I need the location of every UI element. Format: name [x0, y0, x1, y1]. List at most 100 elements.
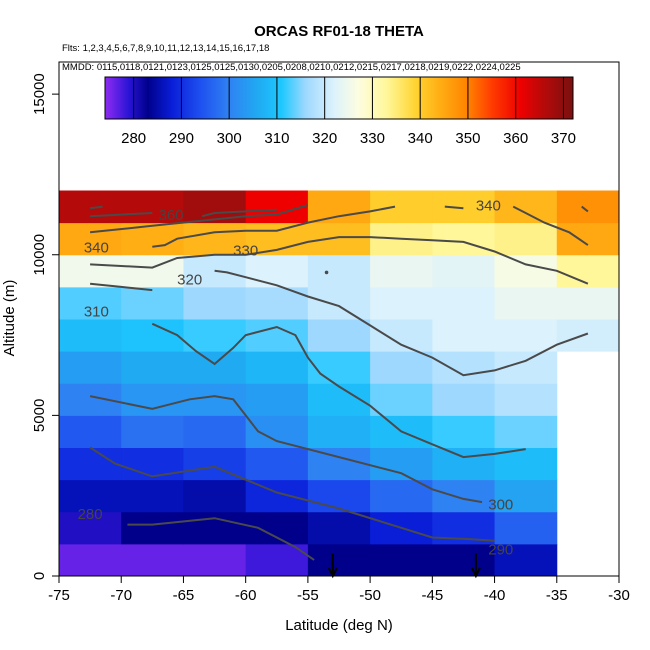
contour-line-280	[127, 517, 315, 561]
heatmap-cells	[59, 190, 620, 577]
contour-dot	[324, 270, 329, 275]
y-tick-label: 15000	[31, 73, 48, 115]
heatmap-cell	[494, 319, 558, 352]
heatmap-cell	[307, 222, 371, 256]
heatmap-cell	[59, 447, 122, 481]
heatmap-cell	[121, 286, 184, 320]
heatmap-cell	[183, 222, 247, 256]
heatmap-cell	[245, 383, 309, 416]
heatmap-cell	[494, 286, 558, 320]
heatmap-cell	[556, 222, 620, 256]
heatmap-cell	[432, 479, 496, 513]
heatmap-cell	[59, 319, 122, 352]
x-tick-label: -40	[484, 587, 506, 604]
colorbar-tick-label: 360	[503, 130, 528, 147]
contour-label: 320	[177, 271, 202, 288]
heatmap-cell	[245, 479, 309, 513]
x-tick-label: -60	[235, 587, 257, 604]
heatmap-cell	[183, 190, 247, 224]
contour-line-360	[89, 205, 103, 210]
heatmap-cell	[59, 286, 122, 320]
contour-line-320	[89, 282, 153, 292]
colorbar-tick-label: 340	[408, 130, 433, 147]
heatmap-cell	[121, 511, 184, 545]
heatmap-cell	[59, 254, 122, 288]
contour-line-300	[151, 322, 526, 459]
heatmap-cell	[245, 190, 309, 224]
contour-label: 340	[84, 239, 109, 256]
heatmap-cell	[370, 447, 433, 481]
contour-line-310	[214, 269, 589, 377]
heatmap-cell	[59, 511, 122, 545]
heatmap-cell	[432, 222, 496, 256]
heatmap-cell	[556, 319, 620, 352]
heatmap-cell	[432, 190, 496, 224]
heatmap-cell	[432, 319, 496, 352]
heatmap-cell	[307, 447, 371, 481]
contour-line-340	[89, 204, 309, 234]
heatmap-cell	[494, 511, 558, 545]
x-tick-label: -65	[173, 587, 195, 604]
heatmap-cell	[307, 479, 371, 513]
x-tick-label: -70	[110, 587, 132, 604]
colorbar-tick-label: 290	[169, 130, 194, 147]
colorbar-ramp	[105, 77, 573, 119]
heatmap-cell	[183, 415, 247, 448]
heatmap-cell	[432, 543, 496, 577]
contour-line-360	[581, 205, 589, 213]
x-tick-label: -45	[421, 587, 443, 604]
y-axis: 0 5000 10000 15000	[31, 73, 59, 580]
y-tick-label: 10000	[31, 234, 48, 276]
heatmap-cell	[432, 415, 496, 448]
colorbar-frame	[104, 76, 574, 120]
x-tick-label: -35	[546, 587, 568, 604]
heatmap-cell	[245, 286, 309, 320]
colorbar-tick-label: 310	[264, 130, 289, 147]
x-tick-label: -75	[48, 587, 70, 604]
heatmap-cell	[183, 351, 247, 384]
colorbar-tick-label: 350	[455, 130, 480, 147]
heatmap-cell	[245, 415, 309, 448]
heatmap-cell	[370, 383, 433, 416]
heatmap-cell	[183, 511, 247, 545]
colorbar-tick-label: 280	[121, 130, 146, 147]
y-axis-label: Altitude (m)	[1, 280, 18, 357]
heatmap-cell	[432, 447, 496, 481]
heatmap-cell	[494, 415, 558, 448]
heatmap-cell	[121, 383, 184, 416]
heatmap-cell	[59, 383, 122, 416]
chart-title: ORCAS RF01-18 THETA	[254, 23, 424, 40]
heatmap-cell	[370, 351, 433, 384]
heatmap-cell	[494, 190, 558, 224]
heatmap-cell	[121, 351, 184, 384]
heatmap-cell	[307, 511, 371, 545]
heatmap-cell	[183, 543, 247, 577]
heatmap-cell	[245, 254, 309, 288]
heatmap-cell	[59, 415, 122, 448]
heatmap-cell	[494, 479, 558, 513]
chart-subtitle-flights: Flts: 1,2,3,4,5,6,7,8,9,10,11,12,13,14,1…	[62, 43, 269, 54]
contour-label: 280	[78, 506, 103, 523]
heatmap-cell	[183, 479, 247, 513]
heatmap-cell	[245, 319, 309, 352]
heatmap-cell	[59, 479, 122, 513]
colorbar-tick-label: 300	[217, 130, 242, 147]
heatmap-cell	[121, 447, 184, 481]
heatmap-cell	[556, 286, 620, 320]
contour-lines: 280 290 300 310 320 330 340 340 360	[78, 198, 589, 561]
heatmap-cell	[370, 319, 433, 352]
heatmap-cell	[494, 222, 558, 256]
colorbar: 280 290 300 310 320 330 340 350 360 370	[104, 76, 576, 147]
heatmap-cell	[307, 254, 371, 288]
contour-label: 330	[233, 243, 258, 260]
heatmap-cell	[307, 415, 371, 448]
colorbar-tick-label: 370	[551, 130, 576, 147]
heatmap-cell	[245, 351, 309, 384]
heatmap-cell	[432, 351, 496, 384]
heatmap-cell	[370, 286, 433, 320]
heatmap-cell	[370, 543, 433, 577]
heatmap-cell	[59, 351, 122, 384]
heatmap-cell	[556, 254, 620, 288]
